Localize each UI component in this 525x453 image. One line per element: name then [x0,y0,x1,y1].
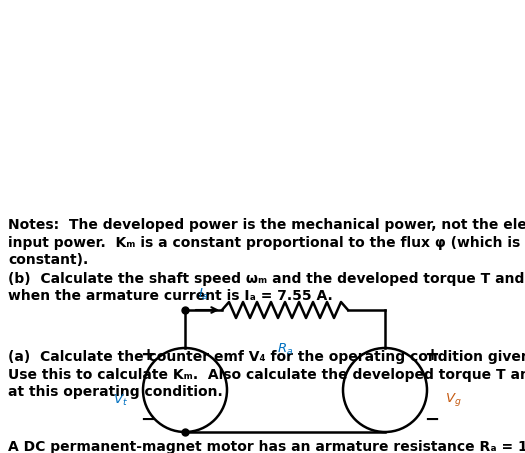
Text: −: − [141,411,155,429]
Text: $R_a$: $R_a$ [277,342,293,357]
Text: constant).: constant). [8,253,88,267]
Text: input power.  Kₘ is a constant proportional to the flux φ (which is itself: input power. Kₘ is a constant proportion… [8,236,525,250]
Text: $I_a$: $I_a$ [198,287,209,302]
Text: when the armature current is Iₐ = 7.55 A.: when the armature current is Iₐ = 7.55 A… [8,289,333,304]
Text: (a)  Calculate the counter emf V₄ for the operating condition given above.: (a) Calculate the counter emf V₄ for the… [8,350,525,364]
Text: +: + [425,346,439,364]
Text: −: − [424,411,439,429]
Text: $V_g$: $V_g$ [445,391,461,409]
Text: $V_t$: $V_t$ [113,392,128,408]
Text: at this operating condition.: at this operating condition. [8,385,223,399]
Text: Use this to calculate Kₘ.  Also calculate the developed torque T and power P: Use this to calculate Kₘ. Also calculate… [8,367,525,381]
Text: (b)  Calculate the shaft speed ωₘ and the developed torque T and power P: (b) Calculate the shaft speed ωₘ and the… [8,272,525,286]
Text: A DC permanent-magnet motor has an armature resistance Rₐ = 1.15 Ω.: A DC permanent-magnet motor has an armat… [8,440,525,453]
Text: Notes:  The developed power is the mechanical power, not the electrical: Notes: The developed power is the mechan… [8,218,525,232]
Text: +: + [141,346,155,364]
